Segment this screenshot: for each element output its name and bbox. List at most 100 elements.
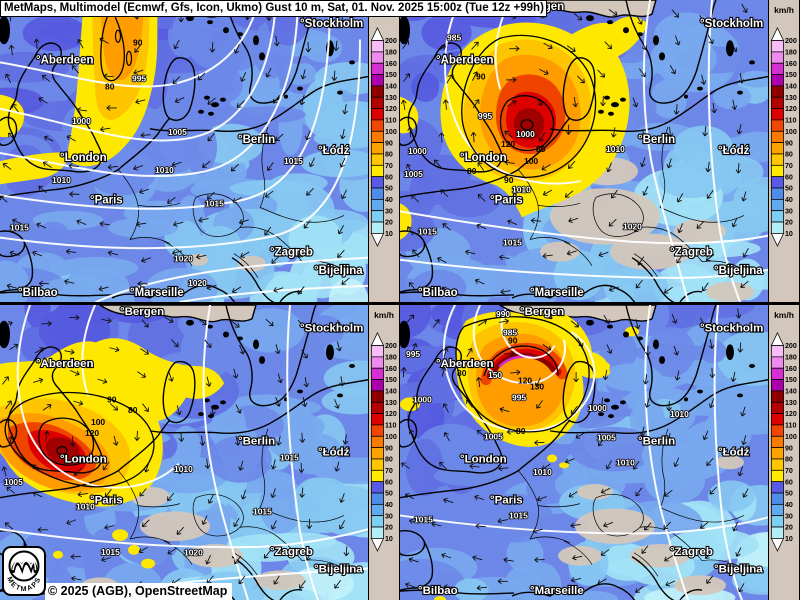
pressure-label: 1015 bbox=[205, 198, 224, 208]
city-label-zagreb: °Zagreb bbox=[670, 247, 713, 259]
svg-text:60: 60 bbox=[385, 173, 393, 181]
pressure-label: 150 bbox=[488, 370, 502, 380]
pressure-label: 1005 bbox=[168, 127, 187, 137]
svg-text:30: 30 bbox=[785, 207, 793, 215]
svg-text:160: 160 bbox=[785, 365, 797, 373]
pressure-label: 1010 bbox=[52, 175, 71, 185]
gust-contour-label: 90 bbox=[508, 335, 518, 345]
gust-contour-label: 80 bbox=[457, 368, 467, 378]
map-title: MetMaps, Multimodel (Ecmwf, Gfs, Icon, U… bbox=[4, 2, 544, 14]
pressure-label: 985 bbox=[503, 328, 517, 338]
gust-contour-label: 80 bbox=[536, 144, 546, 154]
city-label-aberdeen: °Aberdeen bbox=[436, 54, 494, 66]
city-label-aberdeen: °Aberdeen bbox=[36, 358, 94, 370]
svg-text:110: 110 bbox=[385, 117, 397, 125]
svg-text:20: 20 bbox=[785, 219, 793, 227]
svg-text:50: 50 bbox=[785, 490, 793, 498]
svg-text:30: 30 bbox=[785, 512, 793, 520]
svg-text:150: 150 bbox=[785, 376, 797, 384]
svg-text:30: 30 bbox=[385, 207, 393, 215]
svg-text:90: 90 bbox=[385, 139, 393, 147]
city-label-paris: °Paris bbox=[490, 194, 523, 206]
svg-text:130: 130 bbox=[785, 94, 797, 102]
svg-text:180: 180 bbox=[785, 49, 797, 57]
city-label-paris: °Paris bbox=[90, 194, 123, 206]
city-label-zagreb: °Zagreb bbox=[270, 247, 313, 259]
svg-text:130: 130 bbox=[385, 399, 397, 407]
city-label-marseille: °Marseille bbox=[530, 585, 584, 597]
city-label-zagreb: °Zagreb bbox=[670, 546, 713, 558]
city-label-paris: °Paris bbox=[90, 495, 123, 507]
svg-text:120: 120 bbox=[785, 410, 797, 418]
svg-text:200: 200 bbox=[785, 37, 797, 45]
city-label-łódź: °Łódź bbox=[718, 447, 750, 459]
svg-text:90: 90 bbox=[385, 444, 393, 452]
gust-contour-label: 130 bbox=[530, 382, 544, 392]
city-label-berlin: °Berlin bbox=[238, 436, 275, 448]
pressure-label: 1005 bbox=[597, 433, 616, 443]
city-label-marseille: °Marseille bbox=[530, 287, 584, 299]
svg-text:110: 110 bbox=[785, 117, 797, 125]
city-label-london: °London bbox=[60, 453, 107, 465]
legend-panel-3: km/h 200 180 160 150 140 130 120 110 100 90 80 70 60… bbox=[368, 305, 400, 600]
svg-text:50: 50 bbox=[385, 185, 393, 193]
svg-text:90: 90 bbox=[785, 444, 793, 452]
svg-text:140: 140 bbox=[785, 388, 797, 396]
svg-text:60: 60 bbox=[785, 478, 793, 486]
svg-text:40: 40 bbox=[385, 196, 393, 204]
map-panel-3: 1005 1010 1010 1015 1015 1015 1020 90 80 100 120 °B… bbox=[0, 305, 368, 600]
title-bar: MetMaps, Multimodel (Ecmwf, Gfs, Icon, U… bbox=[0, 0, 547, 17]
svg-text:20: 20 bbox=[385, 524, 393, 532]
gust-contour-label: 120 bbox=[501, 139, 515, 149]
pressure-label: 1010 bbox=[606, 144, 625, 154]
svg-text:80: 80 bbox=[785, 456, 793, 464]
svg-text:130: 130 bbox=[385, 94, 397, 102]
svg-text:120: 120 bbox=[785, 105, 797, 113]
gust-contour-label: 120 bbox=[85, 428, 99, 438]
svg-text:200: 200 bbox=[385, 342, 397, 350]
svg-text:160: 160 bbox=[385, 365, 397, 373]
bottom-row: 1005 1010 1010 1015 1015 1015 1020 90 80 100 120 °B… bbox=[0, 305, 800, 600]
pressure-label: 1000 bbox=[588, 403, 607, 413]
pressure-label: 990 bbox=[496, 309, 510, 319]
city-label-łódź: °Łódź bbox=[718, 145, 750, 157]
pressure-label: 995 bbox=[406, 349, 420, 359]
pressure-label: 1005 bbox=[484, 432, 503, 442]
svg-text:150: 150 bbox=[385, 376, 397, 384]
gust-contour-label: 90 bbox=[504, 175, 514, 185]
pressure-label: 1000 bbox=[413, 394, 432, 404]
pressure-label: 1015 bbox=[509, 510, 528, 520]
pressure-label: 995 bbox=[512, 392, 526, 402]
svg-text:160: 160 bbox=[785, 60, 797, 68]
svg-text:180: 180 bbox=[385, 354, 397, 362]
pressure-label: 995 bbox=[478, 111, 492, 121]
city-label-stockholm: °Stockholm bbox=[300, 18, 363, 30]
svg-text:80: 80 bbox=[385, 151, 393, 159]
svg-text:130: 130 bbox=[785, 399, 797, 407]
pressure-label: 1000 bbox=[516, 129, 535, 139]
pressure-label: 1015 bbox=[284, 156, 303, 166]
pressure-label: 1020 bbox=[623, 221, 642, 231]
city-label-paris: °Paris bbox=[490, 495, 523, 507]
city-label-łódź: °Łódź bbox=[318, 447, 350, 459]
legend-panel-1: km/h 20018016015014013012011010090807060… bbox=[368, 0, 400, 302]
city-label-bijeljina: °Bijeljina bbox=[714, 265, 763, 277]
map-panel-4: 990 985 995 995 1000 1000 1005 1005 1010 1010 1010… bbox=[400, 305, 768, 600]
pressure-label: 1010 bbox=[533, 467, 552, 477]
svg-text:140: 140 bbox=[385, 388, 397, 396]
svg-text:100: 100 bbox=[385, 128, 397, 136]
svg-text:70: 70 bbox=[785, 467, 793, 475]
svg-text:10: 10 bbox=[785, 535, 793, 543]
pressure-label: 1005 bbox=[404, 169, 423, 179]
city-label-aberdeen: °Aberdeen bbox=[36, 54, 94, 66]
city-label-łódź: °Łódź bbox=[318, 145, 350, 157]
city-label-bergen: °Bergen bbox=[120, 306, 164, 318]
pressure-label: 985 bbox=[447, 32, 461, 42]
pressure-label: 1020 bbox=[188, 278, 207, 288]
top-row: 995 1000 1005 1010 1010 1015 1015 1015 1020 1020 9… bbox=[0, 0, 800, 302]
svg-text:10: 10 bbox=[385, 535, 393, 543]
svg-text:50: 50 bbox=[785, 185, 793, 193]
svg-text:70: 70 bbox=[785, 162, 793, 170]
svg-text:150: 150 bbox=[385, 71, 397, 79]
svg-text:20: 20 bbox=[785, 524, 793, 532]
